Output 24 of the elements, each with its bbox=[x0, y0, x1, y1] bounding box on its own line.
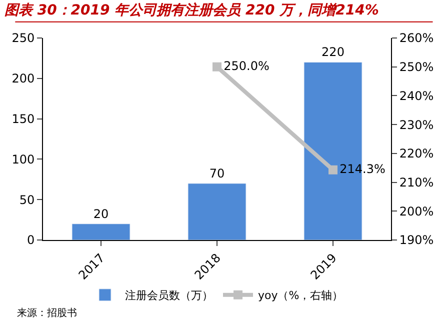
y2-tick-label: 230% bbox=[399, 118, 434, 132]
data-label: 20 bbox=[93, 206, 109, 221]
y-tick-label: 100 bbox=[12, 152, 35, 166]
legend-label: 注册会员数（万） bbox=[125, 289, 213, 302]
y-tick-label: 250 bbox=[12, 31, 35, 46]
data-label: 250.0% bbox=[224, 58, 270, 73]
y-tick-label: 50 bbox=[19, 192, 35, 207]
legend-label: yoy（%，右轴） bbox=[258, 289, 344, 302]
y2-tick-label: 190% bbox=[399, 233, 434, 248]
y2-tick-label: 250% bbox=[399, 60, 434, 74]
bar bbox=[72, 224, 130, 240]
y2-tick-label: 260% bbox=[399, 31, 434, 46]
y2-tick-label: 220% bbox=[399, 146, 434, 161]
y2-tick-label: 200% bbox=[399, 204, 434, 218]
y-tick-label: 200 bbox=[12, 72, 35, 86]
source-note: 来源：招股书 bbox=[17, 307, 77, 319]
y2-tick-label: 210% bbox=[399, 175, 434, 190]
data-label: 70 bbox=[209, 166, 225, 180]
y-tick-label: 0 bbox=[26, 233, 35, 248]
y2-tick-label: 240% bbox=[399, 88, 434, 103]
y-tick-label: 150 bbox=[12, 112, 35, 126]
data-label: 220 bbox=[322, 45, 344, 60]
bar bbox=[188, 183, 246, 240]
chart-title: 图表 30：2019 年公司拥有注册会员 220 万，同增214% bbox=[4, 2, 379, 19]
